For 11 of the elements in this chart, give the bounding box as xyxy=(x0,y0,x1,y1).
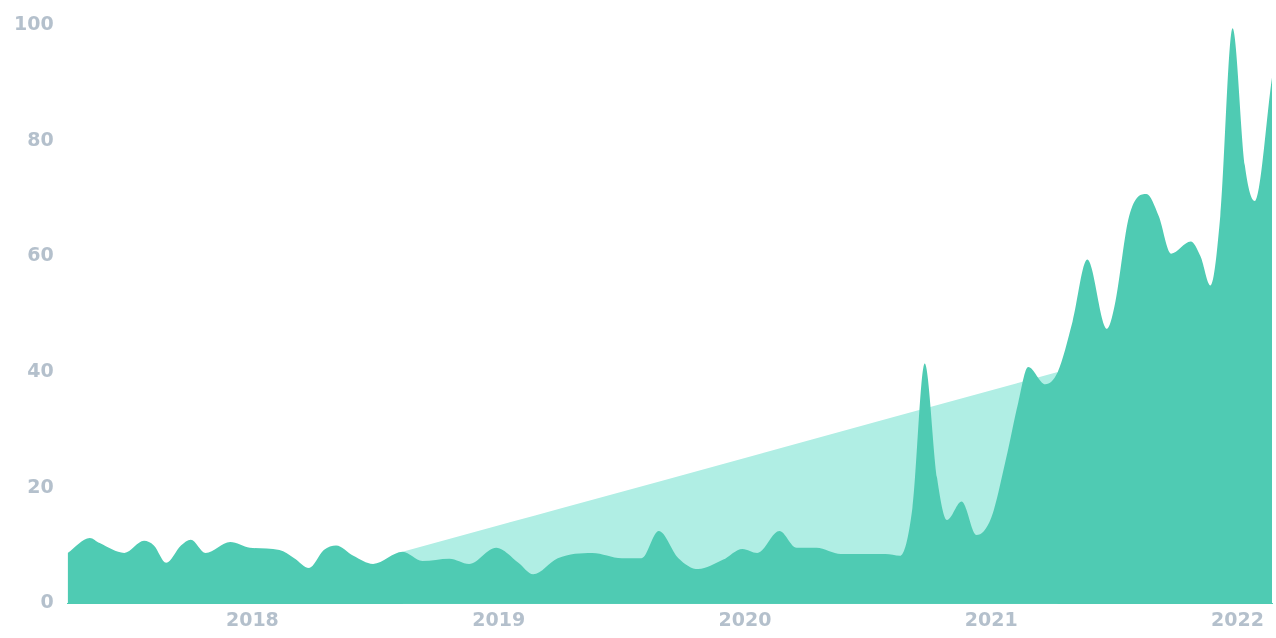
y-tick-label: 40 xyxy=(27,359,54,382)
x-tick-label: 2020 xyxy=(718,607,772,630)
x-tick-label: 2018 xyxy=(225,607,279,630)
y-tick-label: 0 xyxy=(40,590,54,613)
y-tick-label: 60 xyxy=(27,243,54,266)
x-tick-label: 2022 xyxy=(1211,607,1264,630)
y-tick-label: 80 xyxy=(27,127,54,150)
x-tick-label: 2019 xyxy=(472,607,526,630)
x-tick-label: 2021 xyxy=(964,607,1018,630)
y-tick-label: 100 xyxy=(13,12,54,35)
y-tick-label: 20 xyxy=(27,474,54,497)
